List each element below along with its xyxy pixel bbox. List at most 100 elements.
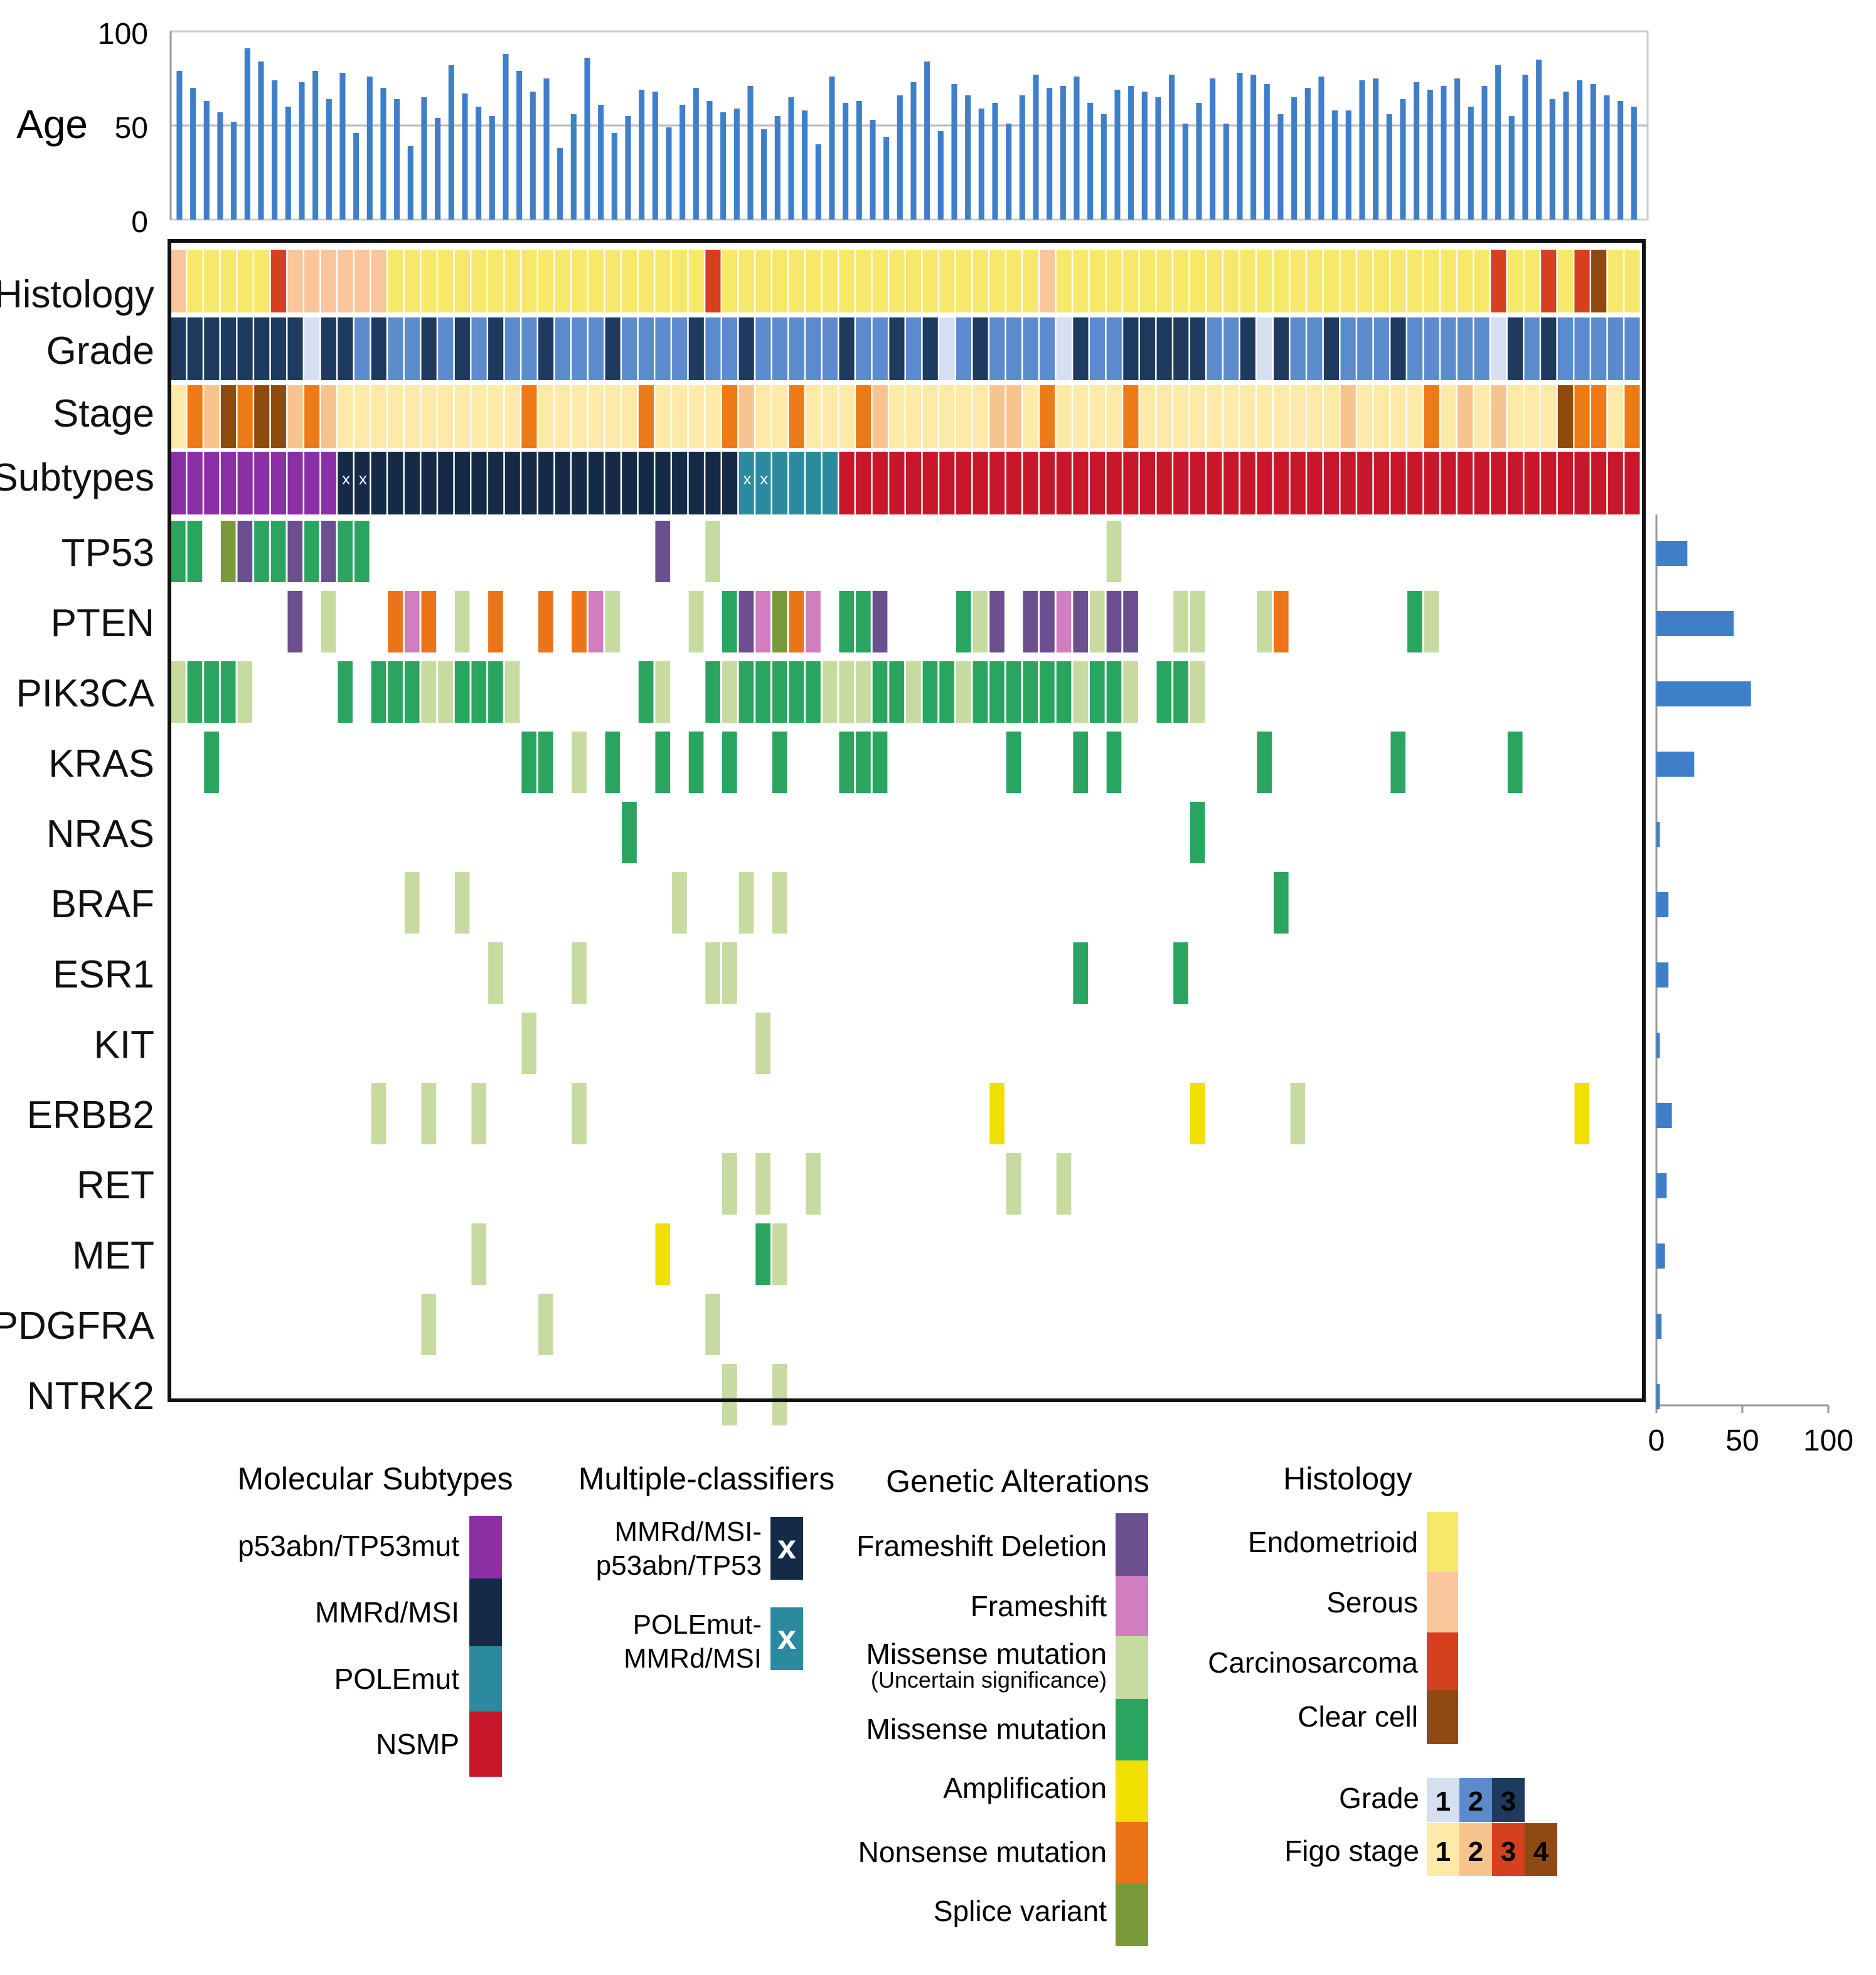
age-bar: [1495, 65, 1501, 220]
age-bar: [1114, 90, 1121, 220]
mutation-cell-pten: [1407, 591, 1422, 652]
subtype-cell: [989, 452, 1005, 514]
grade-cell: [705, 317, 721, 380]
mutation-cell-pten: [421, 591, 437, 652]
mutation-cell-nras: [1190, 802, 1205, 863]
stage-cell: [1223, 385, 1239, 448]
gene-label-pten: PTEN: [51, 602, 154, 645]
subtype-cell: [1574, 452, 1590, 514]
age-bar: [666, 127, 672, 220]
grade-cell: [572, 317, 587, 380]
mutation-grid: [171, 521, 1590, 1425]
stage-cell: [939, 385, 955, 448]
age-bar: [1508, 116, 1515, 220]
subtype-cell: [304, 452, 320, 514]
subtype-cell: [321, 452, 336, 514]
mutation-cell-pten: [789, 591, 804, 652]
grade-cell: [1073, 317, 1089, 380]
grade-cell: [1207, 317, 1222, 380]
age-bar: [353, 133, 360, 220]
frequency-bar-esr1: [1656, 962, 1669, 988]
grade-cell: [1307, 317, 1323, 380]
age-bar: [693, 88, 699, 220]
frequency-bar-tp53: [1656, 541, 1688, 566]
stage-cell: [488, 385, 504, 448]
row-label-stage: Stage: [53, 392, 154, 435]
age-bar: [272, 80, 278, 220]
mutation-cell-tp53: [187, 521, 203, 582]
mutation-cell-kras: [1006, 732, 1021, 793]
grade-cell: [254, 317, 270, 380]
histology-cell: [1040, 250, 1055, 312]
mutation-cell-pten: [287, 591, 303, 652]
age-bar: [951, 84, 957, 220]
age-bar: [1291, 97, 1298, 220]
stage-cell: [287, 385, 303, 448]
mutation-cell-pten: [1040, 591, 1055, 652]
age-bar: [639, 90, 645, 220]
age-bar: [1277, 114, 1284, 220]
age-bar: [1373, 78, 1379, 220]
mutation-cell-pik3ca: [1190, 661, 1205, 723]
histology-cell: [1357, 250, 1373, 312]
subtype-cell: [1607, 452, 1623, 514]
stage-cell: [1207, 385, 1222, 448]
stage-cell: [321, 385, 336, 448]
stage-cell: [1274, 385, 1289, 448]
histology-cell: [304, 250, 320, 312]
stage-cell: [1357, 385, 1373, 448]
stage-cell: [1139, 385, 1156, 448]
mutation-cell-pten: [1123, 591, 1138, 652]
histology-cell: [655, 250, 671, 312]
legend-swatch-serous: [1427, 1572, 1458, 1632]
stage-cell: [171, 385, 186, 448]
grade-cell: [1507, 317, 1523, 380]
age-bar: [788, 97, 794, 220]
stage-cell: [1458, 385, 1473, 448]
multiple-classifier-mark: x: [342, 469, 350, 488]
stage-cell: [1574, 385, 1590, 448]
histology-cell: [171, 250, 186, 312]
age-label: Age: [16, 102, 88, 147]
mutation-cell-braf: [738, 872, 754, 934]
oncoprint-frame: [168, 239, 1646, 1402]
mutation-cell-pten: [1173, 591, 1188, 652]
age-bar: [802, 110, 808, 220]
gene-label-esr1: ESR1: [53, 953, 154, 996]
mutation-cell-pdgfra: [705, 1294, 720, 1355]
age-bar: [965, 95, 971, 220]
mutation-cell-braf: [454, 872, 470, 934]
stage-cell: [638, 385, 654, 448]
mutation-cell-pik3ca: [187, 661, 203, 723]
subtype-cell: [705, 452, 721, 514]
age-bar: [598, 105, 604, 220]
histology-cell: [638, 250, 654, 312]
subtype-cell: [1040, 452, 1055, 514]
grade-cell: [1106, 317, 1122, 380]
subtype-cell: [755, 452, 771, 514]
grade-cell: [471, 317, 487, 380]
mutation-cell-tp53: [171, 521, 186, 582]
legend-histology-title: Histology: [1283, 1461, 1412, 1496]
subtype-cell: [738, 452, 754, 514]
stage-cell: [1390, 385, 1406, 448]
stage-cell: [755, 385, 771, 448]
mutation-cell-tp53: [321, 521, 336, 582]
grade-cell: [1574, 317, 1590, 380]
age-bar: [1223, 124, 1229, 220]
mutation-cell-esr1: [722, 942, 737, 1004]
grade-cell: [1290, 317, 1306, 380]
mutation-cell-pten: [588, 591, 604, 652]
histology-cell: [538, 250, 554, 312]
age-bar: [1074, 77, 1080, 220]
histology-cell: [939, 250, 955, 312]
age-bar: [1604, 95, 1610, 220]
age-bar: [815, 144, 821, 220]
stage-cell: [705, 385, 721, 448]
stage-cell: [1507, 385, 1523, 448]
grade-cell: [1023, 317, 1038, 380]
mutation-cell-pik3ca: [1106, 661, 1122, 723]
histology-cell: [1056, 250, 1072, 312]
subtype-cell: [1340, 452, 1356, 514]
legend-label-carcinosarcoma: Carcinosarcoma: [1208, 1646, 1418, 1679]
